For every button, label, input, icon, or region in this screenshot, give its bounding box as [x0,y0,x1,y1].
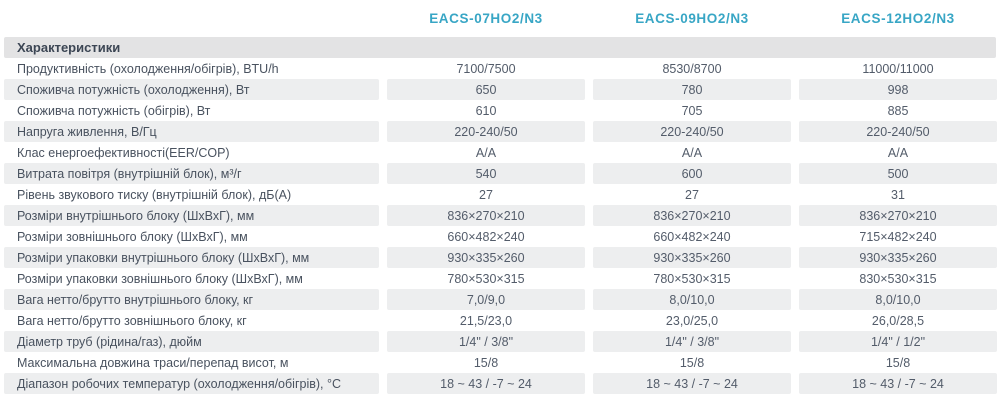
spec-value: 220-240/50 [799,121,997,142]
model-header-eacs-09: EACS-09HO2/N3 [635,11,749,26]
spec-label: Діаметр труб (рідина/газ), дюйм [4,331,379,352]
table-row: Розміри зовнішнього блоку (ШхВхГ), мм 660… [0,226,1000,247]
spec-value: 836×270×210 [799,205,997,226]
spec-label: Діапазон робочих температур (охолодження… [4,373,379,394]
spec-value: 8,0/10,0 [593,289,791,310]
spec-value: 8530/8700 [662,61,722,76]
spec-label: Витрата повітря (внутрішній блок), м³/г [4,163,379,184]
spec-value: 715×482×240 [859,229,937,244]
spec-value: 830×530×315 [859,271,937,286]
spec-value: 23,0/25,0 [665,313,719,328]
spec-value: 780×530×315 [653,271,731,286]
spec-value: 15/8 [679,355,705,370]
table-row: Розміри упаковки зовнішнього блоку (ШхВх… [0,268,1000,289]
spec-label: Розміри внутрішнього блоку (ШхВхГ), мм [4,205,379,226]
spec-value: 27 [685,187,699,202]
spec-label: Вага нетто/брутто зовнішнього блоку, кг [17,313,247,328]
spec-value: 220-240/50 [593,121,791,142]
table-row: Вага нетто/брутто внутрішнього блоку, кг… [0,289,1000,310]
section-title: Характеристики [17,40,121,55]
table-row: Рівень звукового тиску (внутрішній блок)… [0,184,1000,205]
spec-value: 18 ~ 43 / -7 ~ 24 [593,373,791,394]
spec-value: 1/4" / 3/8" [593,331,791,352]
spec-value: A/A [887,145,909,160]
spec-value: 220-240/50 [387,121,585,142]
spec-rows: Продуктивність (охолодження/обігрів), BT… [0,58,1000,394]
table-row: Витрата повітря (внутрішній блок), м³/г 5… [0,163,1000,184]
spec-value: 610 [475,103,497,118]
spec-label: Клас енергоефективності(EER/COP) [17,145,230,160]
model-header-eacs-12: EACS-12HO2/N3 [841,11,955,26]
table-row: Розміри упаковки внутрішнього блоку (ШхВ… [0,247,1000,268]
table-row: Продуктивність (охолодження/обігрів), BT… [0,58,1000,79]
table-row: Клас енергоефективності(EER/COP) A/A A/A A/… [0,142,1000,163]
table-row: Споживча потужність (охолодження), Вт 650… [0,79,1000,100]
spec-label: Напруга живлення, В/Гц [4,121,379,142]
spec-value: 15/8 [473,355,499,370]
spec-value: 18 ~ 43 / -7 ~ 24 [387,373,585,394]
spec-label: Вага нетто/брутто внутрішнього блоку, кг [4,289,379,310]
spec-value: 18 ~ 43 / -7 ~ 24 [799,373,997,394]
spec-value: 27 [479,187,493,202]
table-row: Розміри внутрішнього блоку (ШхВхГ), мм 83… [0,205,1000,226]
spec-value: 650 [387,79,585,100]
spec-label: Продуктивність (охолодження/обігрів), BT… [17,61,279,76]
section-title-bar: Характеристики [4,37,996,58]
spec-value: 780 [593,79,791,100]
spec-label: Максимальна довжина траси/перепад висот,… [17,355,289,370]
table-row: Напруга живлення, В/Гц 220-240/50 220-240/… [0,121,1000,142]
spec-value: A/A [475,145,497,160]
spec-label: Рівень звукового тиску (внутрішній блок)… [17,187,292,202]
spec-value: 930×335×260 [799,247,997,268]
table-row: Вага нетто/брутто зовнішнього блоку, кг 2… [0,310,1000,331]
table-row: Діаметр труб (рідина/газ), дюйм 1/4" / 3/… [0,331,1000,352]
model-header-eacs-07: EACS-07HO2/N3 [429,11,543,26]
spec-value: 885 [887,103,909,118]
spec-value: 930×335×260 [387,247,585,268]
spec-label: Розміри зовнішнього блоку (ШхВхГ), мм [17,229,248,244]
spec-value: 930×335×260 [593,247,791,268]
spec-value: 600 [593,163,791,184]
model-header-row: EACS-07HO2/N3 EACS-09HO2/N3 EACS-12HO2/N… [0,0,1000,37]
spec-value: 7100/7500 [456,61,516,76]
spec-value: 780×530×315 [447,271,525,286]
spec-value: 1/4" / 3/8" [387,331,585,352]
table-row: Максимальна довжина траси/перепад висот,… [0,352,1000,373]
spec-value: 31 [891,187,905,202]
spec-value: 836×270×210 [387,205,585,226]
table-row: Діапазон робочих температур (охолодження… [0,373,1000,394]
spec-value: A/A [681,145,703,160]
spec-label: Споживча потужність (охолодження), Вт [4,79,379,100]
spec-value: 11000/11000 [862,61,934,76]
spec-label: Розміри упаковки зовнішнього блоку (ШхВх… [17,271,303,286]
spec-value: 1/4" / 1/2" [799,331,997,352]
spec-value: 836×270×210 [593,205,791,226]
spec-value: 998 [799,79,997,100]
spec-value: 26,0/28,5 [871,313,925,328]
spec-value: 500 [799,163,997,184]
spec-value: 540 [387,163,585,184]
table-row: Споживча потужність (обігрів), Вт 610 705 8… [0,100,1000,121]
spec-value: 15/8 [885,355,911,370]
spec-value: 21,5/23,0 [459,313,513,328]
spec-value: 705 [681,103,703,118]
spec-label: Розміри упаковки внутрішнього блоку (ШхВ… [4,247,379,268]
spec-value: 8,0/10,0 [799,289,997,310]
spec-value: 7,0/9,0 [387,289,585,310]
spec-value: 660×482×240 [653,229,731,244]
spec-value: 660×482×240 [447,229,525,244]
spec-label: Споживча потужність (обігрів), Вт [17,103,211,118]
